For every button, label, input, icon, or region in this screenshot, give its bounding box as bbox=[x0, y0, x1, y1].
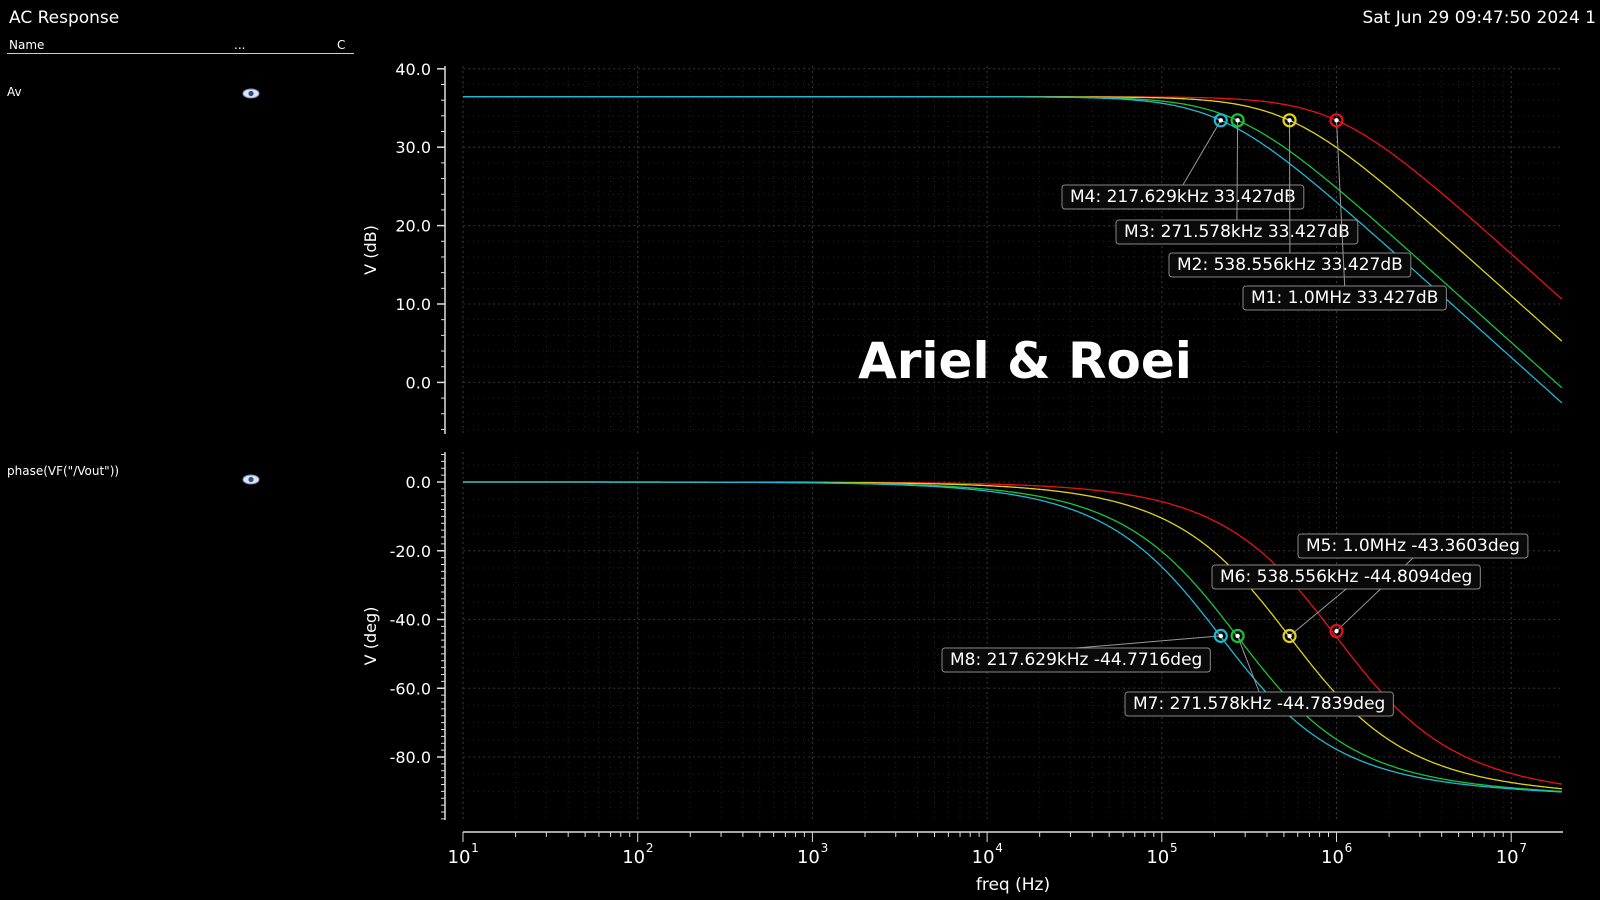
legend-item-label: phase(VF("/Vout")) bbox=[7, 464, 120, 478]
x-tick-label-exponent: 1 bbox=[471, 841, 479, 855]
legend-header: Name ... C bbox=[7, 38, 354, 54]
x-tick-label: 10 bbox=[1146, 847, 1169, 868]
y-tick-label: 20.0 bbox=[395, 217, 431, 236]
x-tick-label-exponent: 3 bbox=[821, 841, 829, 855]
x-tick-label-exponent: 6 bbox=[1345, 841, 1353, 855]
legend-column-visibility[interactable]: ... bbox=[234, 38, 246, 52]
phase-curve-yellow bbox=[463, 481, 1562, 790]
legend-item-label: Av bbox=[7, 85, 22, 99]
timestamp: Sat Jun 29 09:47:50 2024 1 bbox=[1362, 8, 1596, 28]
marker-dot bbox=[1334, 118, 1339, 123]
marker-cyan bbox=[1213, 113, 1228, 128]
marker-dot bbox=[1235, 633, 1240, 639]
marker-yellow bbox=[1282, 628, 1297, 644]
y-tick-label: 0.0 bbox=[406, 373, 431, 392]
y-axis-label: V (dB) bbox=[361, 225, 380, 275]
legend-item-phase[interactable]: phase(VF("/Vout")) bbox=[7, 464, 119, 478]
y-tick-label: -80.0 bbox=[390, 748, 431, 767]
phase-curve-red bbox=[463, 481, 1563, 785]
marker-leader bbox=[1336, 120, 1346, 287]
y-tick-label: 0.0 bbox=[406, 473, 431, 492]
phase-curve-cyan bbox=[463, 481, 1562, 793]
legend-item-av[interactable]: Av bbox=[7, 85, 22, 99]
marker-label: M1: 1.0MHz 33.427dB bbox=[1251, 288, 1438, 308]
y-axis-label: V (deg) bbox=[361, 607, 380, 666]
window-title: AC Response bbox=[9, 8, 120, 28]
marker-label: M5: 1.0MHz -43.3603deg bbox=[1306, 536, 1520, 556]
marker-leader bbox=[1076, 635, 1221, 649]
watermark: Ariel & Roei bbox=[858, 332, 1192, 390]
marker-leader bbox=[1236, 120, 1239, 221]
marker-dot bbox=[1334, 628, 1339, 634]
x-tick-label: 10 bbox=[1321, 847, 1344, 868]
marker-green bbox=[1230, 628, 1245, 644]
marker-label: M4: 217.629kHz 33.427dB bbox=[1070, 187, 1296, 207]
marker-label: M2: 538.556kHz 33.427dB bbox=[1177, 255, 1403, 275]
marker-dot bbox=[1218, 118, 1223, 123]
marker-label: M7: 271.578kHz -44.7839deg bbox=[1133, 694, 1385, 714]
marker-dot bbox=[1235, 118, 1240, 123]
gain-curve-cyan bbox=[463, 96, 1563, 404]
marker-leader bbox=[1182, 120, 1222, 186]
y-tick-label: -60.0 bbox=[390, 679, 431, 698]
eye-icon[interactable] bbox=[242, 88, 260, 99]
x-tick-label-exponent: 4 bbox=[995, 841, 1003, 855]
x-tick-label-exponent: 2 bbox=[646, 841, 654, 855]
legend-column-name[interactable]: Name bbox=[9, 38, 45, 52]
x-tick-label: 10 bbox=[797, 847, 820, 868]
marker-red bbox=[1329, 113, 1344, 128]
x-tick-label-exponent: 5 bbox=[1170, 841, 1178, 855]
x-tick-label: 10 bbox=[622, 847, 645, 868]
marker-dot bbox=[1287, 118, 1292, 123]
marker-label: M8: 217.629kHz -44.7716deg bbox=[950, 650, 1202, 670]
marker-green bbox=[1230, 113, 1245, 128]
eye-icon[interactable] bbox=[242, 474, 260, 485]
y-tick-label: -20.0 bbox=[390, 542, 431, 561]
marker-red bbox=[1329, 623, 1344, 639]
marker-label: M3: 271.578kHz 33.427dB bbox=[1124, 222, 1350, 242]
marker-dot bbox=[1218, 633, 1223, 639]
marker-cyan bbox=[1213, 628, 1228, 644]
x-tick-label: 10 bbox=[972, 847, 995, 868]
marker-yellow bbox=[1282, 113, 1297, 128]
x-tick-label: 10 bbox=[448, 847, 471, 868]
marker-label: M6: 538.556kHz -44.8094deg bbox=[1220, 567, 1472, 587]
marker-leader bbox=[1237, 635, 1260, 693]
y-tick-label: -40.0 bbox=[390, 611, 431, 630]
marker-leader bbox=[1289, 588, 1347, 637]
y-tick-label: 10.0 bbox=[395, 295, 431, 314]
y-tick-label: 40.0 bbox=[395, 60, 431, 79]
x-axis-label: freq (Hz) bbox=[976, 875, 1050, 895]
x-tick-label-exponent: 7 bbox=[1519, 841, 1527, 855]
y-tick-label: 30.0 bbox=[395, 138, 431, 157]
marker-dot bbox=[1287, 633, 1292, 639]
legend-column-color[interactable]: C bbox=[337, 38, 346, 52]
x-tick-label: 10 bbox=[1496, 847, 1519, 868]
